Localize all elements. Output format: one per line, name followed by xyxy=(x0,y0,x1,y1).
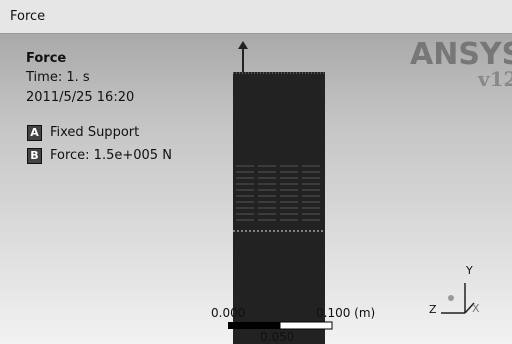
scale-start: 0.000 xyxy=(211,306,245,320)
legend-time: Time: 1. s xyxy=(26,70,90,85)
scale-white xyxy=(280,322,332,329)
axis-x: X xyxy=(472,302,480,315)
legend-key: B xyxy=(27,148,42,164)
triad xyxy=(441,283,474,313)
legend-label: Force: 1.5e+005 N xyxy=(50,148,172,163)
logo-version: v12 xyxy=(477,67,512,91)
scale-black xyxy=(228,322,280,329)
legend-label: Fixed Support xyxy=(50,125,139,140)
viewport: Force ANSYS v12 Force Time: 1. s 2011/5/… xyxy=(0,0,512,344)
axis-z: Z xyxy=(429,303,437,316)
legend-key: A xyxy=(27,125,42,141)
scale-mid: 0.050 xyxy=(260,330,294,344)
axis-y: Y xyxy=(466,264,473,277)
model-view: ANSYS v12 xyxy=(0,0,512,344)
legend-date: 2011/5/25 16:20 xyxy=(26,90,134,105)
arrow-head xyxy=(238,41,248,49)
triad-ball xyxy=(448,295,454,301)
scale-end: 0.100 (m) xyxy=(316,306,375,320)
legend-title: Force xyxy=(26,51,66,66)
